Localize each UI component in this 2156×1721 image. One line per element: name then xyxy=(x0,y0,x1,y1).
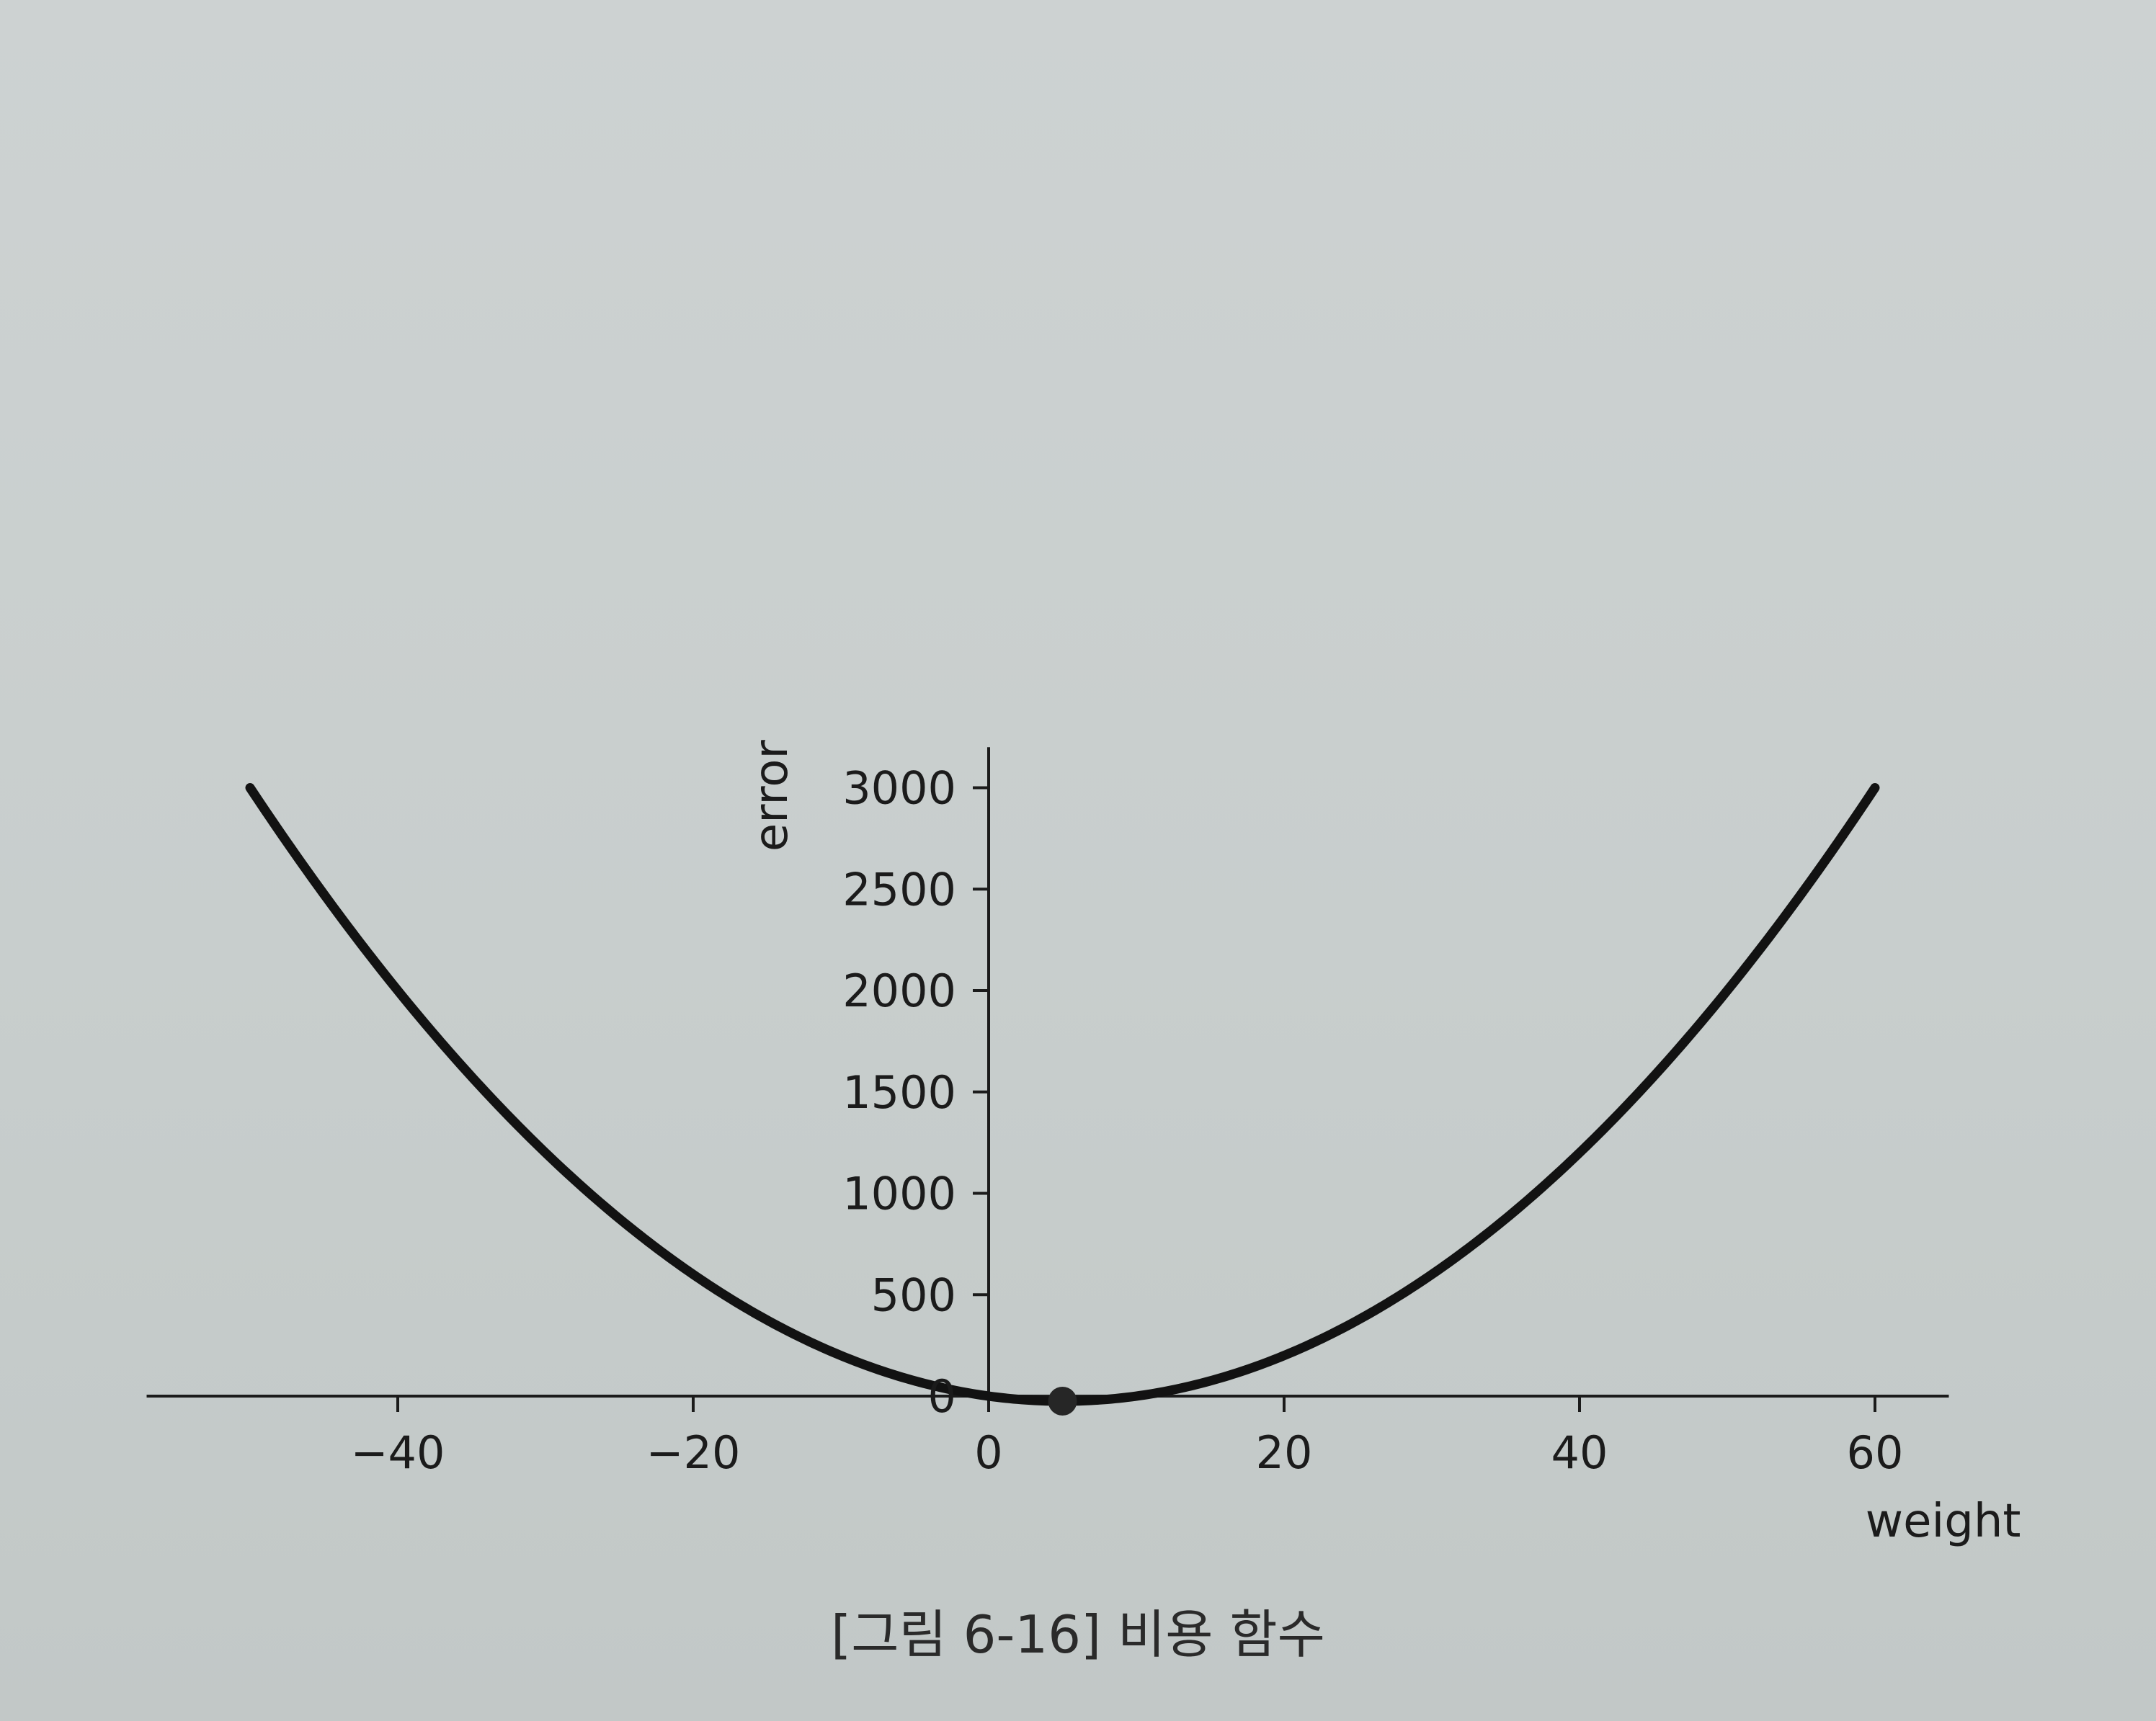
y-tick-label: 3000 xyxy=(842,762,956,815)
x-axis-title: weight xyxy=(1866,1495,2021,1548)
x-tick-label: 0 xyxy=(974,1426,1002,1479)
figure-caption: [그림 6-16] 비용 함수 xyxy=(831,1604,1325,1665)
x-tick-label: 40 xyxy=(1551,1426,1608,1479)
minimum-point xyxy=(1048,1387,1077,1416)
x-tick-label: 20 xyxy=(1256,1426,1313,1479)
x-tick-label: −40 xyxy=(351,1426,445,1479)
curve-layer xyxy=(245,783,1880,1406)
y-tick-label: 1500 xyxy=(842,1066,956,1119)
label-layer: −40 −20 0 20 40 60 0 500 1000 1500 2000 2500 3000 wei… xyxy=(351,740,2021,1548)
y-axis-title: error xyxy=(745,740,798,852)
x-tick-label: 60 xyxy=(1847,1426,1904,1479)
axes-layer xyxy=(146,747,1949,1412)
cost-curve xyxy=(245,783,1880,1406)
y-tick-label: 2000 xyxy=(842,965,956,1017)
y-tick-label: 1000 xyxy=(842,1168,956,1220)
y-tick-label: 0 xyxy=(928,1370,956,1423)
y-tick-label: 2500 xyxy=(842,863,956,916)
y-tick-label: 500 xyxy=(871,1269,956,1321)
point-layer xyxy=(1048,1387,1077,1416)
x-tick-label: −20 xyxy=(646,1426,741,1479)
